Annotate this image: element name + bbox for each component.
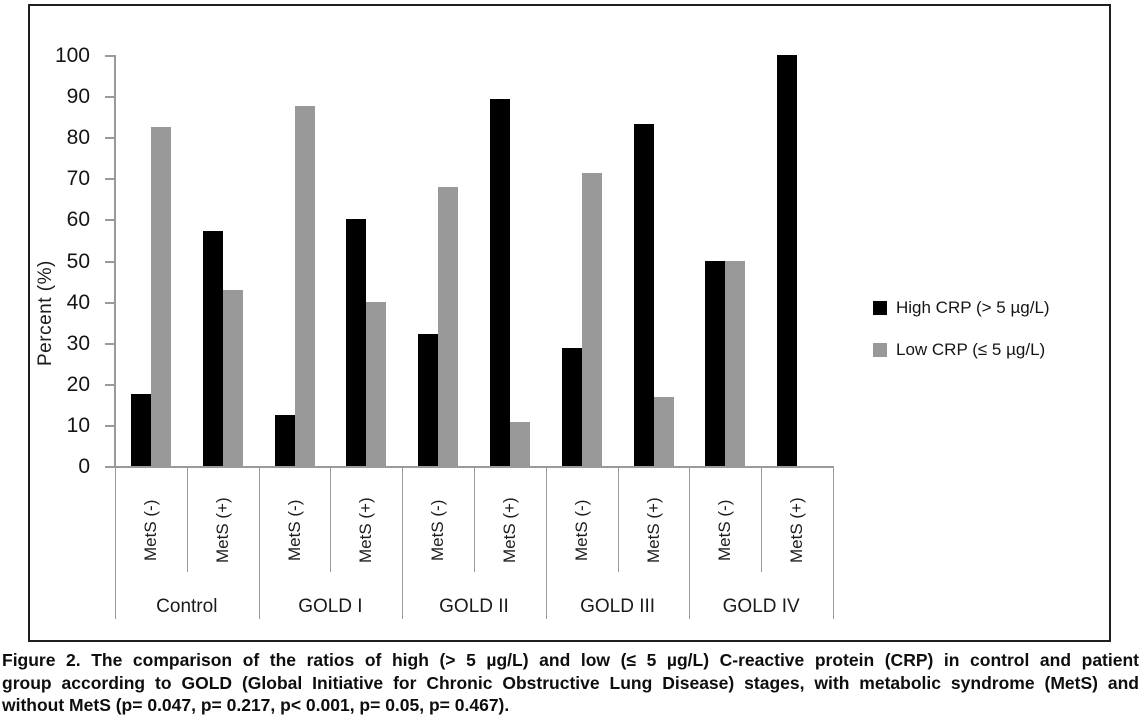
bar-high-crp [418, 334, 439, 466]
legend-swatch-high-crp [873, 301, 887, 315]
subgroup-separator-line [761, 468, 763, 572]
legend-swatch-low-crp [873, 343, 887, 357]
subgroup-separator-line [186, 468, 188, 572]
y-tick-label: 90 [66, 85, 90, 109]
bar-high-crp [489, 98, 510, 466]
y-tick-label: 70 [66, 167, 90, 191]
y-tick [105, 96, 114, 99]
x-label-group: GOLD I [298, 596, 363, 617]
bar-low-crp [222, 289, 243, 466]
y-tick-label: 40 [66, 290, 90, 314]
group-separator-line [689, 468, 691, 619]
y-tick [105, 383, 114, 386]
bar-high-crp [633, 123, 654, 466]
bar-low-crp [438, 186, 459, 466]
bar-low-crp [653, 397, 674, 466]
y-tick-label: 0 [78, 455, 90, 478]
figure-box: Percent (%) 0 10 20 30 40 50 60 70 80 90 100 MetS (… [28, 4, 1111, 642]
y-axis-line [114, 55, 116, 468]
group-separator-line [115, 468, 116, 619]
bar-low-crp [509, 422, 530, 466]
caption-line: Figure 2. The comparison of the ratios o… [2, 650, 1139, 670]
legend: High CRP (> 5 µg/L) Low CRP (≤ 5 µg/L) [30, 6, 1109, 640]
y-tick [105, 260, 114, 263]
y-tick-label: 50 [66, 249, 90, 273]
y-tick [105, 342, 114, 345]
group-separator-line [402, 468, 404, 619]
y-tick [105, 178, 114, 181]
y-tick-label: 100 [54, 44, 90, 67]
bar-high-crp [777, 55, 798, 466]
y-tick [105, 137, 114, 140]
bar-high-crp [274, 414, 295, 466]
group-separator-line [258, 468, 260, 619]
bar-high-crp [705, 260, 726, 466]
x-label-group: Control [156, 596, 218, 617]
y-tick [105, 55, 114, 57]
x-label-group: GOLD IV [722, 596, 800, 617]
group-separator-line [833, 468, 834, 619]
y-tick-label: 80 [66, 126, 90, 150]
bar-high-crp [561, 348, 582, 466]
y-tick-label: 30 [66, 331, 90, 355]
y-tick-label: 60 [66, 208, 90, 232]
subgroup-separator-line [330, 468, 332, 572]
x-label-group: GOLD III [580, 596, 656, 617]
bar-low-crp [294, 106, 315, 466]
bar-low-crp [366, 301, 387, 466]
legend-label: Low CRP (≤ 5 µg/L) [896, 340, 1046, 359]
y-tick [105, 466, 114, 468]
x-axis-line [114, 466, 834, 468]
y-tick [105, 301, 114, 304]
bar-high-crp [202, 231, 223, 466]
bar-low-crp [581, 172, 602, 466]
y-tick-label: 10 [66, 413, 90, 437]
chart-area: 0 10 20 30 40 50 60 70 80 90 100 MetS (-) MetS (+) Me… [30, 6, 1109, 640]
caption-line: group according to GOLD (Global Initiati… [2, 672, 1139, 693]
group-separator-line [545, 468, 547, 619]
y-tick-label: 20 [66, 372, 90, 396]
x-label-group: GOLD II [439, 596, 509, 617]
y-tick [105, 424, 114, 427]
bar-low-crp [725, 260, 746, 466]
bar-high-crp [346, 219, 367, 466]
caption-line: without MetS (p= 0.047, p= 0.217, p< 0.0… [2, 695, 510, 715]
legend-label: High CRP (> 5 µg/L) [896, 298, 1050, 317]
figure-caption: Figure 2. The comparison of the ratios o… [2, 649, 1139, 717]
y-tick [105, 219, 114, 222]
subgroup-separator-line [617, 468, 619, 572]
bar-low-crp [150, 127, 171, 466]
subgroup-separator-line [474, 468, 475, 572]
bar-high-crp [130, 393, 151, 466]
